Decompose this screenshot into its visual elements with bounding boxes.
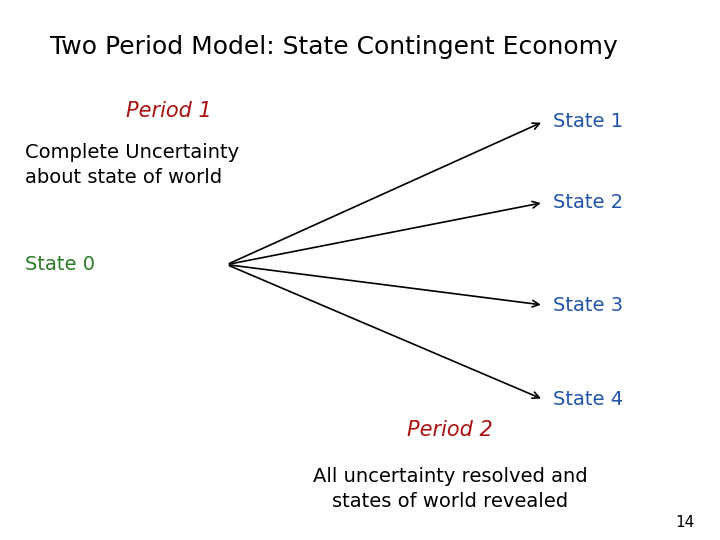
Text: State 0: State 0 — [25, 255, 95, 274]
Text: Period 1: Period 1 — [126, 100, 212, 121]
Text: Period 2: Period 2 — [407, 420, 493, 440]
Text: State 2: State 2 — [553, 193, 623, 212]
Text: All uncertainty resolved and
states of world revealed: All uncertainty resolved and states of w… — [312, 467, 588, 511]
Text: State 3: State 3 — [553, 295, 623, 315]
Text: State 1: State 1 — [553, 112, 623, 131]
Text: 14: 14 — [675, 515, 695, 530]
Text: Two Period Model: State Contingent Economy: Two Period Model: State Contingent Econo… — [50, 35, 618, 59]
Text: Complete Uncertainty
about state of world: Complete Uncertainty about state of worl… — [25, 143, 239, 187]
Text: State 4: State 4 — [553, 390, 623, 409]
